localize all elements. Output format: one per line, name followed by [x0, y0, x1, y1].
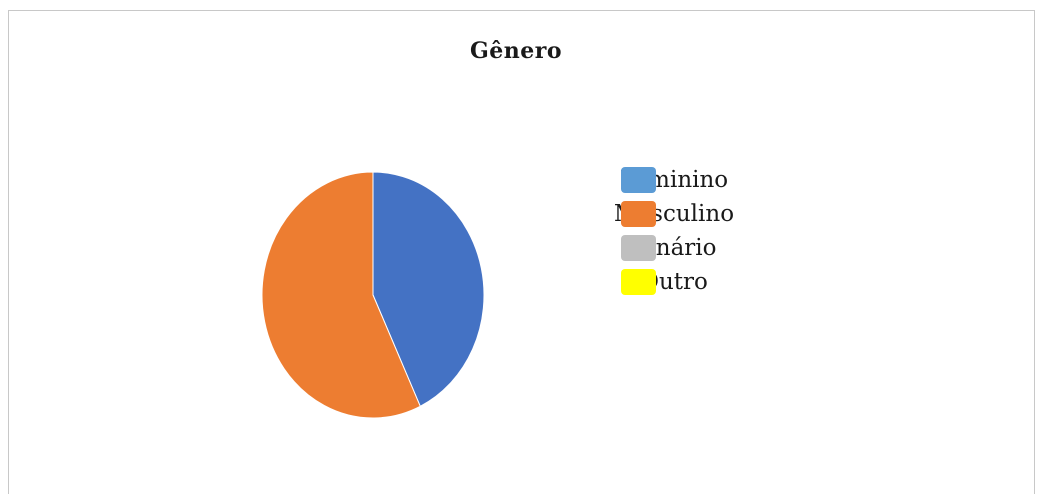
- legend-item-feminino: Feminino: [603, 163, 783, 197]
- legend-item-outro: Outro: [603, 265, 783, 299]
- legend-item-binario: Binário: [603, 231, 783, 265]
- pie-chart: [261, 171, 485, 419]
- chart-title: Gênero: [469, 38, 563, 64]
- legend-swatch: [621, 235, 656, 261]
- legend: Feminino Masculino Binário Outro: [603, 163, 783, 299]
- legend-swatch: [621, 269, 656, 295]
- legend-swatch: [621, 201, 656, 227]
- legend-swatch: [621, 167, 656, 193]
- chart-area: Gênero Feminino Masculino Binário Outro: [8, 10, 1035, 494]
- pie-slice-feminino: [372, 171, 485, 407]
- pie-slice-masculino: [261, 171, 421, 419]
- pie-slices: [261, 171, 485, 419]
- legend-item-masculino: Masculino: [603, 197, 783, 231]
